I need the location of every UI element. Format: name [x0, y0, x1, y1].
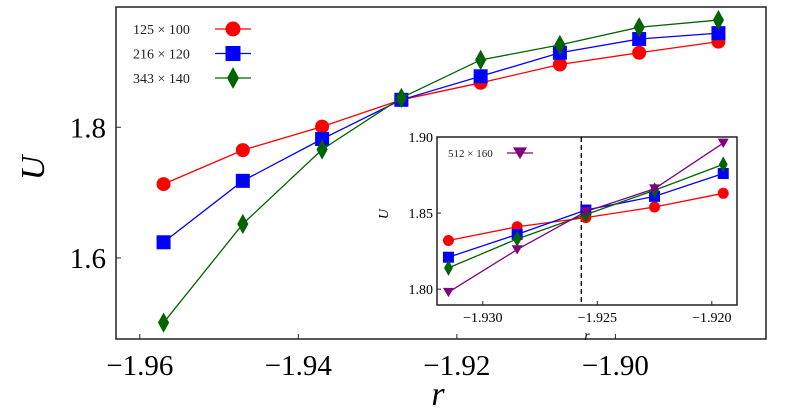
data-point [718, 156, 728, 173]
data-point [649, 184, 661, 194]
legend-label: 125 × 100 [133, 23, 190, 38]
data-point [315, 119, 330, 134]
data-point [316, 139, 328, 160]
series-line [163, 40, 719, 185]
x-tick-label: −1.930 [463, 311, 502, 326]
y-tick-label: 1.6 [70, 243, 106, 275]
data-point [237, 213, 249, 235]
data-point [473, 69, 488, 84]
data-point [442, 287, 454, 298]
data-point [157, 312, 170, 333]
legend-marker [513, 147, 527, 160]
data-point [156, 177, 171, 192]
y-axis-label: U [377, 208, 392, 219]
x-tick-label: −1.96 [106, 350, 173, 382]
x-axis-label: r [584, 329, 590, 344]
data-point [235, 173, 250, 188]
data-point [444, 259, 453, 276]
inset-plot: −1.930 −1.925 −1.920 1.80 1.85 1.90 512 × 160 r… [377, 131, 738, 344]
series-line [163, 19, 719, 324]
legend-label: 512 × 160 [448, 148, 493, 160]
data-point [511, 245, 523, 255]
x-tick-label: −1.94 [265, 350, 333, 382]
data-point [711, 26, 726, 41]
x-axis-label: r [431, 376, 445, 413]
legend-label: 216 × 120 [133, 47, 190, 62]
data-point [442, 234, 454, 246]
data-point [442, 251, 454, 263]
data-point [315, 132, 330, 147]
data-point [512, 230, 522, 247]
x-tick-label: −1.92 [423, 350, 490, 382]
data-point [552, 57, 567, 72]
data-point [632, 45, 647, 60]
data-point [717, 187, 729, 199]
legend-marker [225, 21, 241, 37]
x-tick-label: −1.925 [578, 311, 617, 326]
legend-marker [227, 67, 239, 89]
data-point [395, 87, 407, 108]
data-point [717, 168, 729, 180]
data-point [717, 138, 729, 149]
series-line [163, 32, 719, 243]
data-point [475, 49, 487, 71]
legend-label: 343 × 140 [133, 72, 190, 87]
data-point [632, 32, 647, 47]
x-tick-label: −1.90 [582, 350, 649, 382]
data-point [633, 17, 645, 38]
data-point [235, 143, 250, 158]
y-axis-label: U [15, 153, 52, 180]
y-tick-label: 1.80 [409, 283, 434, 298]
data-point [649, 201, 661, 213]
data-point [712, 9, 725, 31]
data-point [554, 34, 566, 56]
data-point [156, 235, 171, 250]
y-tick-label: 1.8 [70, 112, 106, 144]
legend-marker [225, 46, 241, 61]
y-tick-label: 1.90 [409, 131, 434, 146]
y-tick-label: 1.85 [409, 207, 434, 222]
data-point [580, 207, 592, 217]
x-tick-label: −1.920 [692, 311, 731, 326]
